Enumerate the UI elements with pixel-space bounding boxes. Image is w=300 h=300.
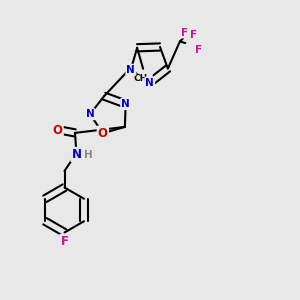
Text: F: F <box>61 235 68 248</box>
Text: N: N <box>146 78 154 88</box>
Text: O: O <box>52 124 63 137</box>
Text: F: F <box>182 28 188 38</box>
Text: H: H <box>84 150 93 161</box>
Text: N: N <box>85 109 94 119</box>
Text: N: N <box>121 99 130 109</box>
Text: F: F <box>190 30 197 40</box>
Text: F: F <box>195 45 202 55</box>
Text: O: O <box>98 127 108 140</box>
Text: N: N <box>71 148 82 161</box>
Text: CH₃: CH₃ <box>134 74 152 83</box>
Text: N: N <box>126 65 135 75</box>
